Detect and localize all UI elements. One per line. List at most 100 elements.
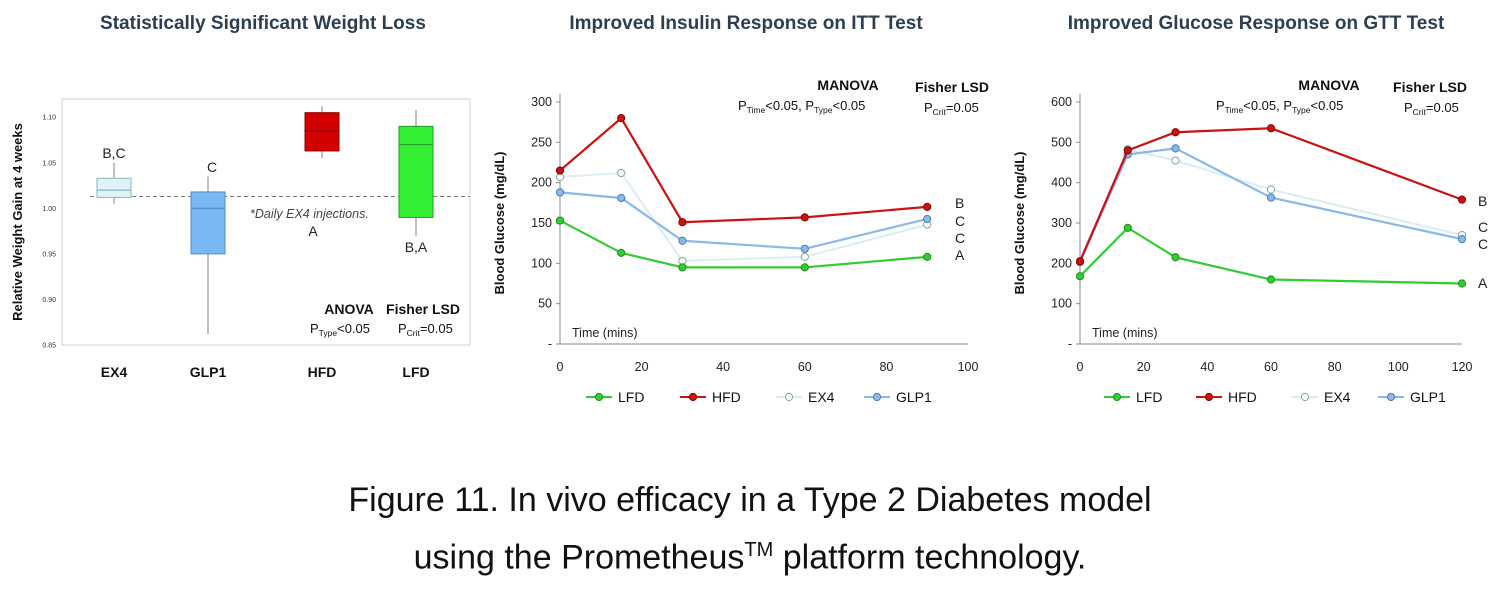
caption-text-2b: platform technology. [773, 538, 1087, 577]
chart3-xtick-label: 100 [1388, 360, 1409, 374]
chart2-xtick-label: 40 [716, 360, 730, 374]
chart2-series-glp1-point [678, 236, 687, 245]
chart2-series-hfd-point [678, 218, 687, 227]
chart2-sig-letter: B [955, 195, 964, 211]
chart2-series-glp1-point [617, 193, 626, 203]
chart3-ytick-label: 500 [1051, 135, 1072, 149]
chart2-legend-label-lfd: LFD [618, 389, 644, 405]
chart3-series-hfd-point [1457, 195, 1467, 204]
chart3-ytick-label: 100 [1051, 297, 1072, 311]
chart1-box-glp1 [190, 191, 226, 255]
chart1-stat-p1: PType<0.05 [310, 321, 370, 338]
chart2-series-glp1-point [923, 214, 932, 224]
chart1-box-ex4 [96, 177, 132, 198]
chart3-legend-label-ex4: EX4 [1324, 389, 1351, 405]
chart3-stat-test1: MANOVA [1298, 77, 1359, 93]
chart3-series-lfd-point [1171, 253, 1180, 262]
chart2-series-lfd-point [678, 263, 687, 272]
chart3-sig-letter: A [1478, 275, 1488, 291]
chart2-series-hfd-point [555, 166, 565, 175]
caption-trademark: TM [744, 539, 774, 561]
chart1-ytick-label: 0.85 [42, 343, 56, 350]
chart2-ytick-label: 300 [531, 95, 552, 109]
chart2-ytick-label: 250 [531, 135, 552, 149]
chart2-sig-letter: C [955, 213, 965, 229]
chart3-stat-test2: Fisher LSD [1393, 79, 1467, 95]
chart2-xtick-label: 100 [958, 360, 979, 374]
chart2-series-hfd-line [559, 116, 928, 224]
chart3-legend-swatch-point [1112, 392, 1122, 402]
chart1-sig-letter: C [207, 159, 217, 175]
chart1-sig-letter: B,A [405, 239, 428, 255]
chart3-sig-letter: B [1478, 193, 1487, 209]
chart1-stat-test2: Fisher LSD [386, 301, 460, 317]
chart1-sig-letter: B,C [102, 145, 125, 161]
chart2-stat-p2: PCrit=0.05 [924, 100, 979, 117]
chart2-ylabel: Blood Glucose (mg/dL) [492, 152, 507, 295]
chart2-ytick-label: 100 [531, 256, 552, 270]
chart3-legend-label-lfd: LFD [1136, 389, 1162, 405]
chart2-ytick-label: - [548, 337, 552, 351]
chart1-ytick-label: 0.95 [42, 251, 56, 258]
chart3-title: Improved Glucose Response on GTT Test [1068, 13, 1445, 34]
chart3-legend-swatch-point [1386, 392, 1396, 402]
chart2-sig-letter: A [955, 247, 965, 263]
chart3-series-ex4-point [1266, 185, 1276, 194]
chart1-category-label: EX4 [101, 364, 128, 380]
chart2-stat-test1: MANOVA [817, 77, 878, 93]
chart2-series-lfd-point [617, 248, 626, 257]
chart2-series-hfd-point [617, 114, 626, 123]
chart1-stat-test1: ANOVA [324, 301, 374, 317]
chart2-xtick-label: 20 [635, 360, 649, 374]
chart3-ytick-label: - [1068, 337, 1072, 351]
chart3-xtick-label: 0 [1077, 360, 1084, 374]
chart2-title: Improved Insulin Response on ITT Test [569, 13, 923, 34]
chart3-ytick-label: 200 [1051, 256, 1072, 270]
chart3-series-hfd-point [1075, 257, 1085, 266]
chart3-series-glp1-line [1078, 147, 1463, 263]
chart2-legend-swatch-point [784, 392, 794, 402]
chart2-series-hfd-point [800, 213, 809, 222]
chart1-box-hfd [304, 112, 340, 152]
chart3-series-hfd-point [1171, 128, 1180, 137]
chart3-xtick-label: 20 [1137, 360, 1151, 374]
chart3-xlabel: Time (mins) [1092, 326, 1158, 340]
chart2-series-lfd-point [800, 263, 809, 272]
chart3-series-ex4-line [1079, 148, 1463, 262]
chart1-ytick-label: 1.10 [42, 115, 56, 122]
chart2-series-lfd-point [555, 216, 565, 225]
chart3-legend-label-glp1: GLP1 [1410, 389, 1446, 405]
caption-text-1: Figure 11. In vivo efficacy in a Type 2 … [348, 481, 1152, 519]
chart3-series-lfd-line [1079, 226, 1463, 285]
chart2-xlabel: Time (mins) [572, 326, 638, 340]
chart1-ytick-label: 1.00 [42, 206, 56, 213]
chart2-stat-p1: PTime<0.05, PType<0.05 [738, 98, 865, 115]
chart3-series-glp1-point [1171, 144, 1180, 153]
chart2-series-ex4-line [559, 171, 928, 262]
chart2-series-lfd-point [923, 252, 932, 261]
chart2-series-hfd-point [923, 202, 932, 211]
chart2-series-glp1-point [555, 188, 565, 197]
chart3-legend-swatch-point [1204, 392, 1214, 402]
chart3-series-lfd-point [1457, 279, 1467, 288]
chart1-category-label: HFD [308, 364, 337, 380]
chart3-series-lfd-point [1123, 223, 1132, 232]
chart3-legend-swatch-point [1300, 392, 1310, 402]
chart2-series-ex4-point [800, 252, 809, 261]
chart3-series-lfd-point [1075, 272, 1085, 281]
chart3-series-glp1-point [1266, 193, 1276, 202]
chart3-sig-letter: C [1478, 219, 1488, 235]
figure-caption-line2: using the PrometheusTM platform technolo… [0, 526, 1500, 581]
chart2-legend-label-ex4: EX4 [808, 389, 835, 405]
chart2-xtick-label: 60 [798, 360, 812, 374]
chart3-xtick-label: 60 [1264, 360, 1278, 374]
chart2-xtick-label: 80 [879, 360, 893, 374]
chart3-series-hfd-point [1123, 146, 1132, 155]
chart1-box-lfd [398, 125, 434, 218]
chart3-xtick-label: 120 [1452, 360, 1473, 374]
chart3-xtick-label: 80 [1328, 360, 1342, 374]
chart3-series-hfd-point [1266, 124, 1276, 133]
chart3-ytick-label: 400 [1051, 176, 1072, 190]
chart3-sig-letter: C [1478, 236, 1488, 252]
chart3-legend-label-hfd: HFD [1228, 389, 1257, 405]
